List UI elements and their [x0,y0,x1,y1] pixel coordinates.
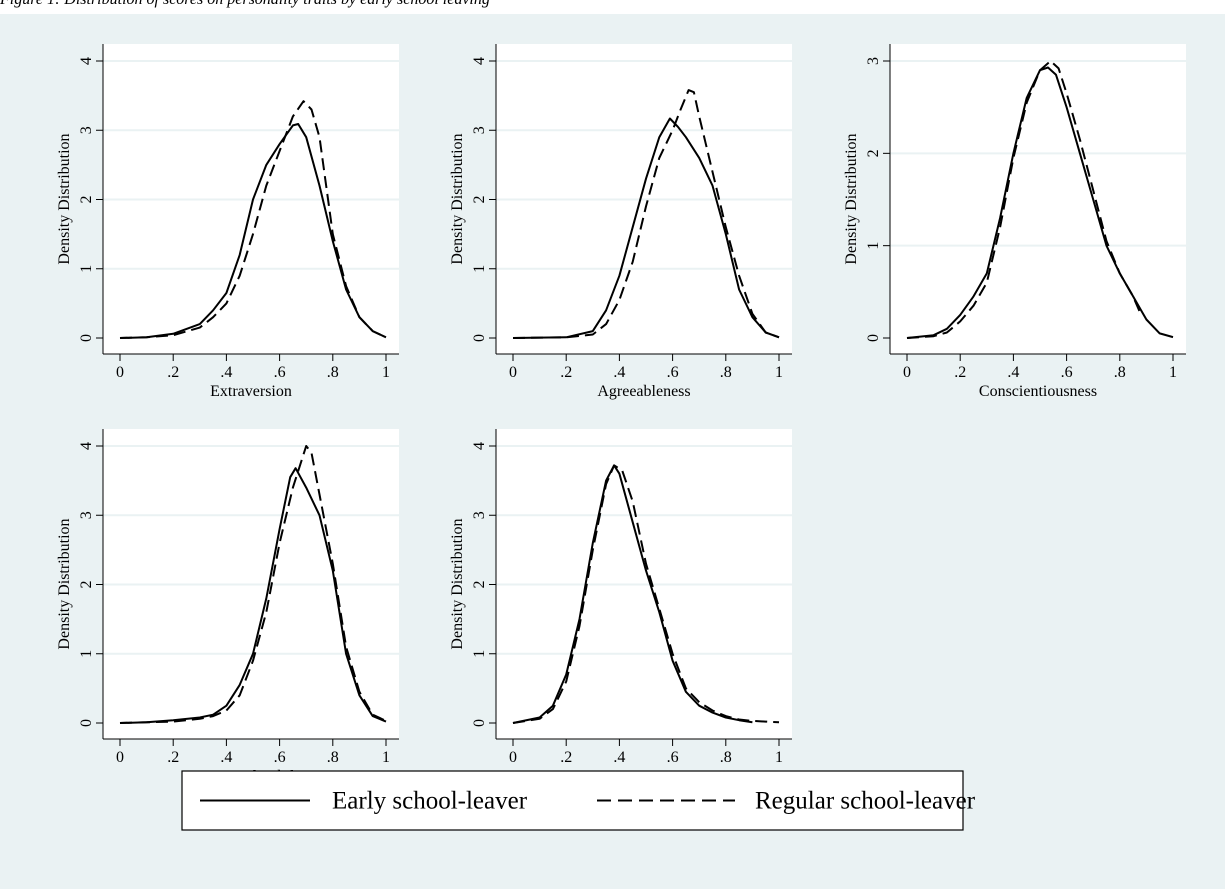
x-tick-label: .8 [720,364,732,381]
x-tick-label: 0 [116,749,124,766]
x-tick-label: .8 [327,749,339,766]
y-tick-label: 3 [471,126,488,134]
legend-box [181,770,964,831]
y-tick-label: 4 [471,442,488,450]
y-tick-label: 2 [471,581,488,589]
y-tick-label: 3 [471,511,488,519]
y-axis-label: Density Distribution [843,133,860,264]
chart-panel: 0 1 2 3 4 0 .2 .4 .6 .8 1 Extraversion Density Distr… [56,44,399,400]
chart-panel: 0 1 2 3 0 .2 .4 .6 .8 1 Conscientiousness Density D… [843,44,1186,400]
y-tick-label: 1 [78,265,95,273]
x-tick-label: .6 [667,364,679,381]
series-line-regular [512,464,780,724]
x-axis-label: Extraversion [210,383,292,400]
y-tick-label: 1 [471,265,488,273]
y-axis-label: Density Distribution [449,133,466,264]
x-tick-label: .6 [667,749,679,766]
x-tick-label: .8 [327,364,339,381]
y-tick-label: 2 [471,196,488,204]
x-tick-label: .6 [1061,364,1073,381]
y-tick-label: 1 [471,650,488,658]
x-tick-label: .6 [274,364,286,381]
plot-area [890,44,1186,354]
y-axis-label: Density Distribution [56,133,73,264]
x-tick-label: 1 [775,749,783,766]
x-tick-label: .4 [613,364,625,381]
x-tick-label: 0 [903,364,911,381]
x-tick-label: .2 [954,364,966,381]
y-tick-label: 0 [78,719,95,727]
x-tick-label: .6 [274,749,286,766]
legend-label: Early school-leaver [332,788,528,815]
x-tick-label: 1 [382,749,390,766]
x-tick-label: 0 [116,364,124,381]
legend: Early school-leaver Regular school-leaver [181,770,976,831]
y-tick-label: 3 [78,511,95,519]
series-line-regular [119,100,387,339]
y-tick-label: 4 [78,57,95,65]
y-tick-label: 1 [78,650,95,658]
legend-label: Regular school-leaver [755,788,976,815]
x-tick-label: 0 [509,749,517,766]
chart-panel: 012340.2.4.6.81EmotionalStabilityDensity… [56,429,399,785]
y-tick-label: 2 [78,196,95,204]
y-tick-label: 0 [78,334,95,342]
series-line-early [119,467,387,724]
y-tick-label: 3 [865,57,882,65]
x-tick-label: .4 [613,749,625,766]
x-tick-label: .2 [167,749,179,766]
y-tick-label: 4 [78,442,95,450]
chart-panel: 0 1 2 3 4 0 .2 .4 .6 .8 1 Agreeableness Density Dist… [449,44,792,400]
x-tick-label: .2 [560,364,572,381]
x-tick-label: .4 [220,364,232,381]
x-tick-label: .8 [720,749,732,766]
series-line-regular [119,445,387,724]
y-axis-label: Density Distribution [56,518,73,649]
x-tick-label: 1 [382,364,390,381]
figure-region: 0 1 2 3 4 0 .2 .4 .6 .8 1 Extraversion Density Distr… [0,14,1225,889]
y-tick-label: 0 [471,334,488,342]
y-tick-label: 0 [865,334,882,342]
x-tick-label: .8 [1114,364,1126,381]
figure-svg: 0 1 2 3 4 0 .2 .4 .6 .8 1 Extraversion Density Distr… [56,44,1186,831]
figure-caption: Figure 1: Distribution of scores on pers… [0,0,1225,13]
y-tick-label: 3 [78,126,95,134]
x-tick-label: .4 [1007,364,1019,381]
x-tick-label: .4 [220,749,232,766]
x-tick-label: 1 [775,364,783,381]
y-axis-label: Density Distribution [449,518,466,649]
y-tick-label: 1 [865,242,882,250]
x-tick-label: .2 [167,364,179,381]
series-line-regular [906,60,1143,339]
y-tick-label: 0 [471,719,488,727]
x-tick-label: .2 [560,749,572,766]
y-tick-label: 2 [865,149,882,157]
series-line-early [512,117,780,339]
x-axis-label: Agreeableness [597,383,690,400]
x-tick-label: 0 [509,364,517,381]
series-line-regular [512,89,780,339]
series-line-early [119,123,387,339]
x-tick-label: 1 [1169,364,1177,381]
chart-panel: 012340.2.4.6.81OpennessToExperienceDensi… [449,429,792,785]
y-tick-label: 4 [471,57,488,65]
y-tick-label: 2 [78,581,95,589]
x-axis-label: Conscientiousness [979,383,1097,400]
series-line-early [512,464,753,724]
